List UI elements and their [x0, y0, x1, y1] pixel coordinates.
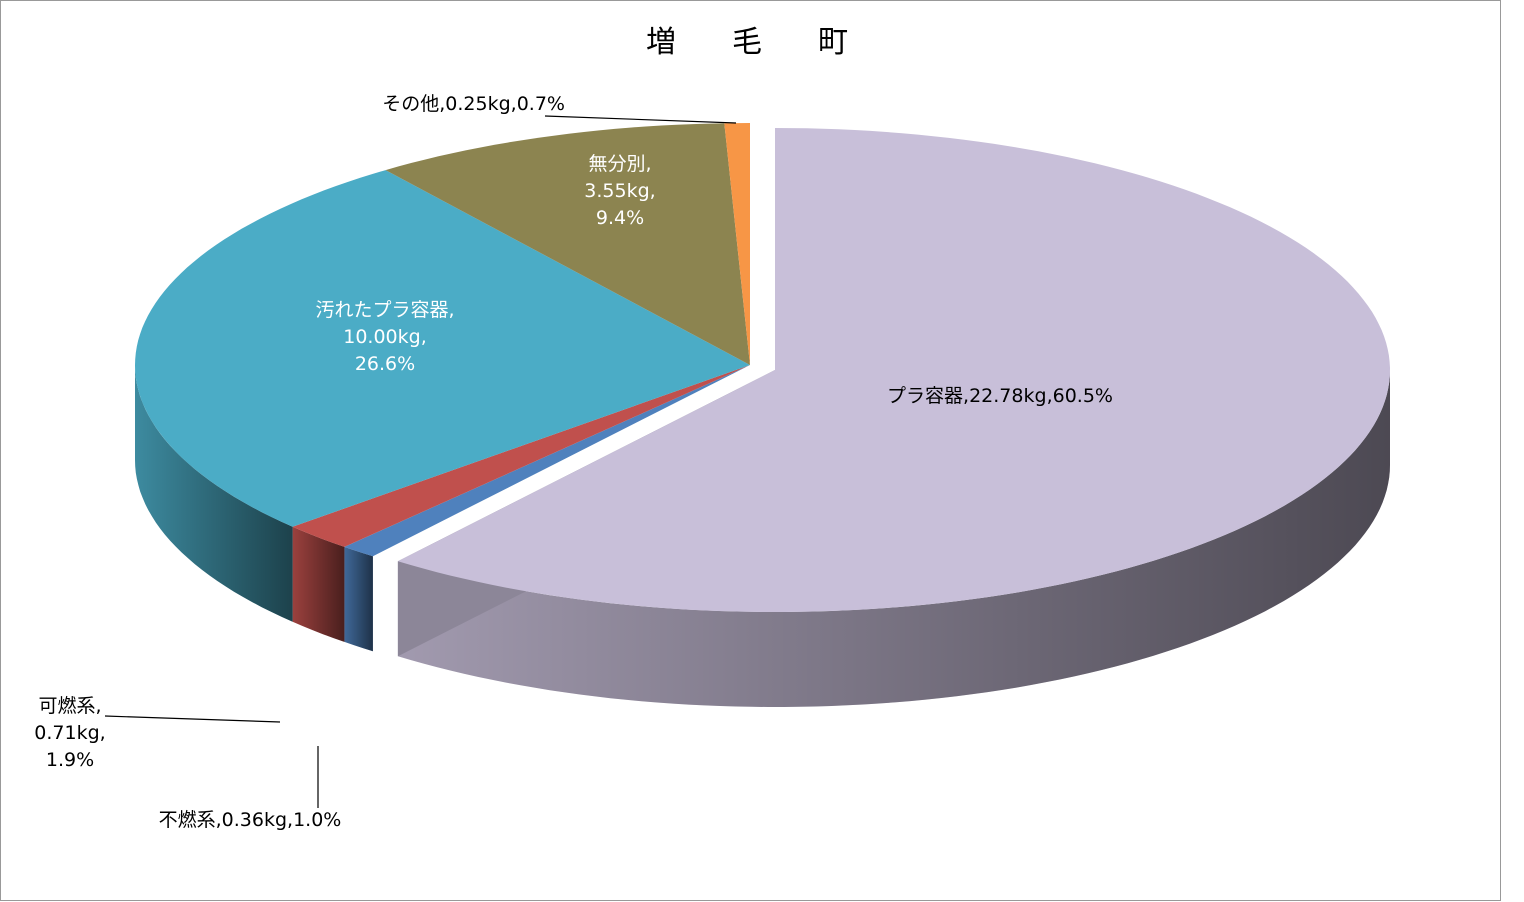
label-separator: ,: [287, 809, 293, 831]
label-part: 不燃系: [159, 809, 216, 831]
label-separator: ,: [421, 326, 427, 348]
label-separator: ,: [1047, 385, 1053, 407]
label-separator: ,: [963, 385, 969, 407]
label-separator: ,: [650, 180, 656, 202]
label-separator: ,: [448, 299, 454, 321]
label-part: 60.5%: [1053, 385, 1113, 407]
slice: [135, 170, 750, 527]
slice-side-shade: [135, 365, 293, 622]
slice-side-shade: [292, 526, 345, 642]
slice-side-shade: [344, 546, 373, 652]
label-part: 0.25kg: [445, 93, 510, 115]
label-part: プラ容器: [887, 385, 963, 407]
slice: [397, 128, 1390, 612]
leader-line: [544, 115, 737, 124]
leader-line: [104, 715, 281, 723]
slice: [385, 123, 750, 365]
label-part: 22.78kg: [969, 385, 1046, 407]
label-part: 無分別: [588, 153, 645, 175]
label-part: 10.00kg: [343, 326, 420, 348]
label-part: 1.0%: [293, 809, 341, 831]
label-part: 可燃系: [38, 695, 95, 717]
data-label: 汚れたプラ容器, 10.00kg, 26.6%: [315, 299, 454, 375]
label-part: 0.36kg: [222, 809, 287, 831]
data-label: 不燃系,0.36kg,1.0%: [159, 809, 342, 831]
slice: [724, 123, 750, 365]
label-separator: ,: [216, 809, 222, 831]
data-label: 無分別, 3.55kg, 9.4%: [584, 153, 655, 229]
data-label: その他,0.25kg,0.7%: [382, 93, 565, 115]
slice: [344, 365, 750, 557]
label-separator: ,: [100, 722, 106, 744]
label-separator: ,: [95, 695, 101, 717]
label-part: 0.71kg: [34, 722, 99, 744]
label-part: 1.9%: [46, 749, 94, 771]
label-part: 汚れたプラ容器: [315, 299, 448, 321]
label-part: 0.7%: [517, 93, 565, 115]
data-label: 可燃系, 0.71kg, 1.9%: [34, 695, 105, 771]
label-part: 26.6%: [355, 353, 415, 375]
label-part: 9.4%: [596, 207, 644, 229]
label-separator: ,: [439, 93, 445, 115]
chart-title: 増毛町: [646, 25, 904, 60]
label-separator: ,: [645, 153, 651, 175]
label-separator: ,: [511, 93, 517, 115]
slice-side-shade: [397, 370, 1390, 707]
slice: [292, 365, 750, 547]
label-part: その他: [382, 93, 439, 115]
data-label: プラ容器,22.78kg,60.5%: [887, 385, 1113, 407]
label-part: 3.55kg: [584, 180, 649, 202]
